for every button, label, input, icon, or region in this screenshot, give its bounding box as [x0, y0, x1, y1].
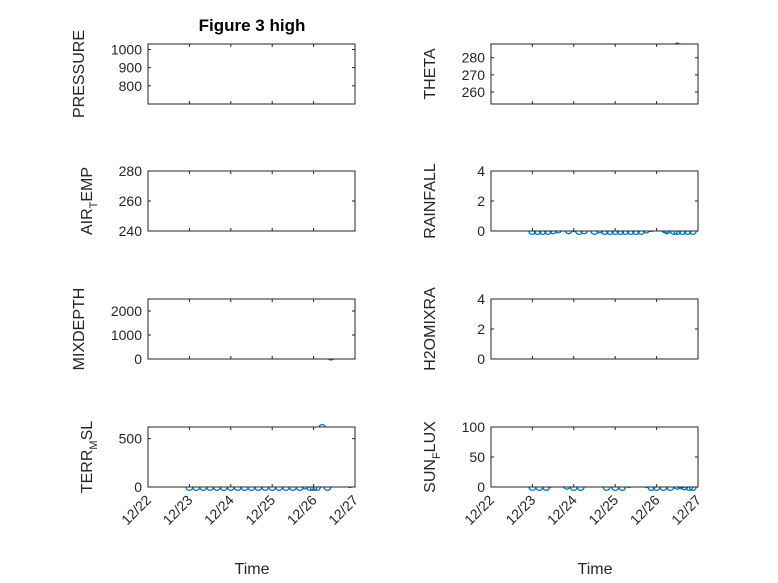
- y-tick-label: 0: [134, 351, 142, 367]
- y-axis-label: TERRMSL: [79, 421, 100, 493]
- y-tick-label: 4: [477, 163, 485, 179]
- x-tick-label: 12/26: [284, 492, 320, 528]
- x-tick-label: 12/26: [627, 492, 663, 528]
- axes-frame: [490, 426, 699, 488]
- subplot-mixdepth: 0 1000 2000 MIXDEPTH: [71, 288, 356, 371]
- x-tick-label: 12/25: [585, 492, 621, 528]
- y-tick-label: 240: [119, 223, 143, 239]
- y-axis-label-main: PRESSURE: [71, 30, 88, 118]
- axes-frame: [490, 298, 699, 360]
- y-tick-label: 4: [477, 291, 485, 307]
- y-axis-label-main: MIXDEPTH: [71, 288, 88, 371]
- subplot-air-temp: 240 260 280 AIRTEMP: [79, 163, 356, 239]
- y-axis-label-main: THETA: [422, 48, 439, 100]
- x-axis-title-left: Time: [235, 561, 270, 578]
- y-axis-label-subscript: M: [88, 440, 100, 449]
- x-tick-label: 12/23: [159, 492, 195, 528]
- y-axis-label: THETA: [422, 48, 439, 100]
- x-tick-label: 12/27: [325, 492, 361, 528]
- y-tick-label: 500: [119, 431, 143, 447]
- x-tick-label: 12/23: [502, 492, 538, 528]
- subplot-rainfall: 0 2 4 RAINFALL: [422, 163, 699, 239]
- y-tick-label: 800: [119, 78, 143, 94]
- subplot-terr-msl: 0 500 TERRMSL 12/22 12/23 12/24 12/25 12/26 12/2…: [79, 421, 361, 528]
- y-axis-label-subscript: F: [431, 452, 443, 459]
- y-tick-label: 1000: [111, 41, 142, 57]
- y-tick-label: 260: [462, 84, 486, 100]
- y-axis-label-main: SUN: [422, 459, 439, 493]
- subplot-pressure: 800 900 1000 PRESSURE: [71, 30, 356, 118]
- y-tick-label: 0: [477, 479, 485, 495]
- y-axis-label: RAINFALL: [422, 163, 439, 239]
- y-axis-label-main: TERR: [79, 450, 96, 494]
- y-axis-label-suffix: EMP: [79, 167, 96, 202]
- y-tick-label: 2: [477, 193, 485, 209]
- y-tick-label: 100: [462, 419, 486, 435]
- y-axis-label-main: RAINFALL: [422, 163, 439, 239]
- x-tick-label: 12/27: [668, 492, 704, 528]
- y-tick-label: 1000: [111, 327, 142, 343]
- axes-frame: [147, 426, 356, 488]
- axes-frame: [490, 43, 699, 105]
- x-axis-title-right: Time: [578, 561, 613, 578]
- axes-frame: [490, 170, 699, 232]
- y-axis-label-main: AIR: [79, 208, 96, 235]
- y-axis-label-subscript: T: [88, 201, 100, 208]
- axes-frame: [147, 43, 356, 105]
- axes-frame: [147, 298, 356, 360]
- y-tick-label: 50: [469, 449, 485, 465]
- y-tick-label: 0: [477, 351, 485, 367]
- y-axis-label: MIXDEPTH: [71, 288, 88, 371]
- y-tick-label: 2: [477, 321, 485, 337]
- y-axis-label-suffix: SL: [79, 421, 96, 441]
- y-axis-label-suffix: LUX: [422, 421, 439, 452]
- y-tick-label: 260: [119, 193, 143, 209]
- y-tick-label: 280: [462, 50, 486, 66]
- y-tick-label: 0: [134, 479, 142, 495]
- y-axis-label: AIRTEMP: [79, 167, 100, 235]
- y-axis-label: H2OMIXRA: [422, 287, 439, 371]
- y-axis-label-main: H2OMIXRA: [422, 287, 439, 371]
- axes-frame: [147, 170, 356, 232]
- x-tick-label: 12/24: [544, 492, 580, 528]
- x-tick-label: 12/22: [461, 492, 497, 528]
- y-tick-label: 2000: [111, 303, 142, 319]
- y-axis-label: SUNFLUX: [422, 421, 443, 493]
- subplot-h2omixra: 0 2 4 H2OMIXRA: [422, 287, 699, 371]
- y-tick-label: 270: [462, 67, 486, 83]
- x-tick-label: 12/22: [118, 492, 154, 528]
- y-tick-label: 900: [119, 60, 143, 76]
- y-tick-label: 280: [119, 163, 143, 179]
- y-tick-label: 0: [477, 223, 485, 239]
- x-tick-label: 12/25: [242, 492, 278, 528]
- figure-title: Figure 3 high: [199, 16, 306, 35]
- x-tick-label: 12/24: [201, 492, 237, 528]
- subplot-sun-flux: 0 50 100 SUNFLUX 12/22 12/23 12/24 12/25 12/26 12…: [422, 419, 704, 528]
- y-axis-label: PRESSURE: [71, 30, 88, 118]
